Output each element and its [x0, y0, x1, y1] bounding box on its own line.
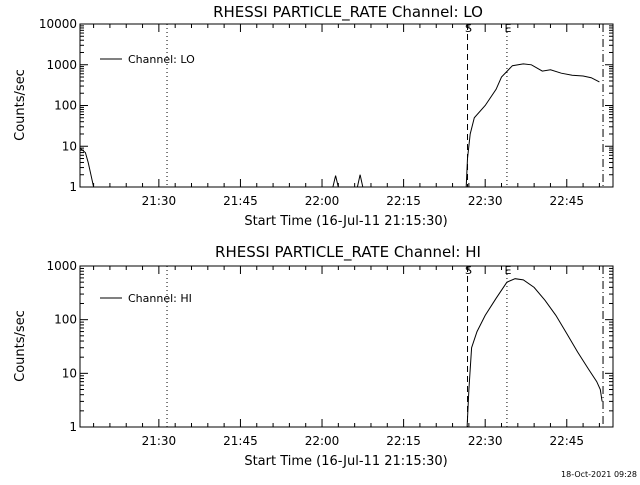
panel-lo-ylabel: Counts/sec [13, 69, 28, 141]
panel-lo-xlabel: Start Time (16-Jul-11 21:15:30) [244, 214, 447, 229]
marker-label: S [465, 264, 472, 277]
ytick-label: 10 [62, 139, 77, 153]
ytick-label: 1 [69, 180, 77, 194]
marker-label: E [504, 264, 511, 277]
xtick-label: 22:30 [468, 194, 503, 208]
panel-hi-frame [79, 265, 614, 428]
panel-hi-legend-label: Channel: HI [128, 292, 192, 305]
ytick-label: 1000 [46, 58, 77, 72]
series-line-lo [79, 63, 600, 188]
ytick-label: 10000 [39, 17, 77, 31]
series-line-hi [466, 278, 603, 428]
ytick-label: 1000 [46, 259, 77, 273]
panel-hi-title: RHESSI PARTICLE_RATE Channel: HI [215, 243, 481, 262]
panel-hi-xlabel: Start Time (16-Jul-11 21:15:30) [244, 454, 447, 469]
xtick-label: 22:45 [549, 194, 584, 208]
panel-hi-series [466, 278, 603, 428]
xtick-label: 22:15 [386, 434, 421, 448]
xtick-label: 22:00 [305, 434, 340, 448]
xtick-label: 22:00 [305, 194, 340, 208]
xtick-label: 22:15 [386, 194, 421, 208]
panel-hi-ylabel: Counts/sec [13, 310, 28, 382]
xtick-label: 21:30 [142, 194, 177, 208]
panel-hi: RHESSI PARTICLE_RATE Channel: HI Counts/… [13, 243, 614, 469]
panel-lo-series [79, 63, 600, 188]
ytick-label: 100 [54, 313, 77, 327]
xtick-label: 21:45 [223, 434, 258, 448]
xtick-label: 22:30 [468, 434, 503, 448]
footer-timestamp: 18-Oct-2021 09:28 [561, 470, 637, 479]
ytick-label: 10 [62, 366, 77, 380]
marker-label: E [504, 22, 511, 35]
panel-lo: RHESSI PARTICLE_RATE Channel: LO Counts/… [13, 3, 614, 229]
xtick-label: 21:45 [223, 194, 258, 208]
panel-hi-ticks: 1 10 100 1000 21:30 21:45 22:00 22:15 22:30 22:45 [46, 259, 613, 448]
ytick-label: 100 [54, 99, 77, 113]
marker-label: S [465, 22, 472, 35]
panel-hi-legend: Channel: HI [100, 292, 192, 305]
xtick-label: 22:45 [549, 434, 584, 448]
panel-lo-title: RHESSI PARTICLE_RATE Channel: LO [213, 3, 483, 22]
ytick-label: 1 [69, 420, 77, 434]
panel-lo-legend-label: Channel: LO [128, 53, 195, 66]
panel-lo-legend: Channel: LO [100, 53, 195, 66]
xtick-label: 21:30 [142, 434, 177, 448]
